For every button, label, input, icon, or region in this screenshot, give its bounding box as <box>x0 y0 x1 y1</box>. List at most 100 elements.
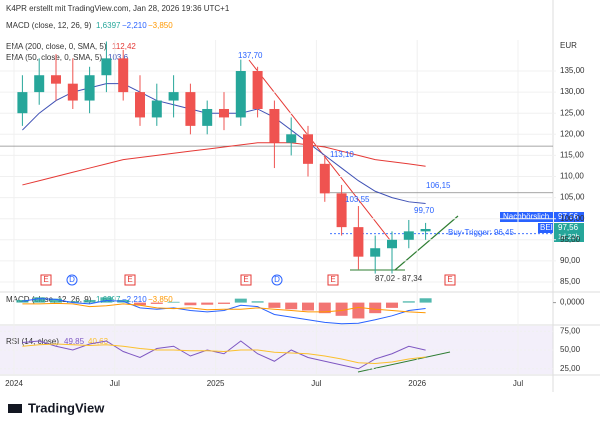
currency: EUR <box>560 41 577 50</box>
candle-body <box>168 92 179 101</box>
event-marker <box>240 274 252 286</box>
annotation: Buy-Trigger: 96,45 <box>448 228 515 237</box>
y-tick-label: 125,00 <box>560 108 585 117</box>
rsi-ma-value: 40,63 <box>88 337 109 346</box>
histogram-bar <box>66 301 79 303</box>
histogram-bar <box>234 298 247 303</box>
histogram-bar <box>285 302 298 310</box>
y-tick-label: 100,00 <box>560 214 585 223</box>
macd-legend-value: −2,210 <box>122 21 147 30</box>
symbol: BEI <box>540 223 553 232</box>
macd-legend-value: −3,850 <box>148 295 173 304</box>
candle-body <box>252 71 263 109</box>
candle-body <box>269 108 280 143</box>
histogram-bar <box>402 301 415 303</box>
event-label: D <box>69 275 75 284</box>
candle-body <box>286 134 297 143</box>
ema50-value: 103,6 <box>108 53 129 62</box>
rsi-value: 49,85 <box>64 337 85 346</box>
histogram-bar <box>268 302 281 308</box>
x-tick-label: Jul <box>513 379 523 388</box>
y-tick-label: 130,00 <box>560 87 585 96</box>
symbol-badge <box>538 223 553 233</box>
x-tick-label: 2025 <box>207 379 225 388</box>
histogram-bar <box>150 302 163 304</box>
after-hours-price: 97,56 <box>558 212 579 221</box>
event-label: E <box>127 275 132 284</box>
annotation: 113,10 <box>330 150 354 159</box>
candle-body <box>235 71 246 118</box>
candle-body <box>151 100 162 118</box>
macd-pane-legend: MACD (close, 12, 26, 9) <box>6 295 92 304</box>
candle-body <box>185 92 196 126</box>
event-label: E <box>43 275 48 284</box>
after-hours-price-badge <box>554 212 584 222</box>
candle-body <box>135 92 145 118</box>
brand: TradingView <box>28 400 105 415</box>
candle-body <box>202 108 213 126</box>
candle-body <box>219 108 229 118</box>
candle-body <box>17 92 28 114</box>
y-tick-label: 95,00 <box>560 235 581 244</box>
candle-body <box>353 227 364 257</box>
annotation: 106,15 <box>426 181 451 190</box>
histogram-bar <box>134 302 146 306</box>
candle-body <box>51 75 61 84</box>
macd-legend: MACD (close, 12, 26, 9) <box>6 21 92 30</box>
histogram-bar <box>369 302 382 314</box>
histogram-bar <box>33 297 46 303</box>
candle-body <box>101 58 112 76</box>
histogram-bar <box>302 302 314 311</box>
candle-body <box>420 228 431 232</box>
histogram-bar <box>318 302 331 314</box>
event-marker <box>327 274 339 286</box>
event-marker <box>40 274 52 286</box>
candle-body <box>370 248 381 257</box>
y-tick-label: 110,00 <box>560 172 584 181</box>
y-tick-label: 90,00 <box>560 256 581 265</box>
histogram-bar <box>50 298 62 303</box>
histogram-bar <box>335 302 348 316</box>
candle-body <box>303 134 313 164</box>
indicator-line <box>22 298 426 325</box>
event-label: E <box>447 275 452 284</box>
y-tick-label: 115,00 <box>560 151 584 160</box>
y-tick-label: 85,00 <box>560 277 581 286</box>
last-price: 97,56 <box>558 223 579 232</box>
histogram-bar <box>386 302 398 308</box>
histogram-bar <box>352 302 365 319</box>
indicator-line <box>22 302 426 314</box>
annotation: 99,70 <box>414 206 435 215</box>
histogram-bar <box>184 302 197 306</box>
after-hours-badge <box>500 212 553 222</box>
event-marker <box>271 274 283 286</box>
ema50-legend: EMA (50, close, 0, SMA, 5) <box>6 53 102 62</box>
macd-legend-value: −2,210 <box>122 295 147 304</box>
candle-body <box>336 193 347 228</box>
after-hours-label: Nachbörslich <box>503 212 549 221</box>
annotation: 137,70 <box>238 51 263 60</box>
macd-legend-value: 1,6397 <box>96 21 121 30</box>
histogram-bar <box>167 301 180 303</box>
candle-body <box>118 58 129 93</box>
header: K4PR erstellt mit TradingView.com, Jan 2… <box>6 4 230 13</box>
candle-body <box>84 75 95 101</box>
annotation: 87,02 - 87,34 <box>375 274 423 283</box>
macd-legend-value: −3,850 <box>148 21 173 30</box>
y-tick-label: 25,00 <box>560 364 581 373</box>
brand-logo <box>8 404 22 413</box>
event-marker <box>124 274 136 286</box>
event-label: D <box>274 275 280 284</box>
histogram-bar <box>83 299 96 303</box>
ema200-legend: EMA (200, close, 0, SMA, 5) <box>6 42 107 51</box>
histogram-bar <box>218 302 230 304</box>
indicator-line <box>22 142 426 186</box>
histogram-bar <box>419 298 432 303</box>
x-tick-label: Jul <box>110 379 120 388</box>
indicator-line <box>22 340 426 370</box>
event-label: E <box>330 275 335 284</box>
event-marker <box>444 274 456 286</box>
countdown: 1d 23h <box>558 234 580 241</box>
y-tick-label: 75,00 <box>560 326 581 335</box>
